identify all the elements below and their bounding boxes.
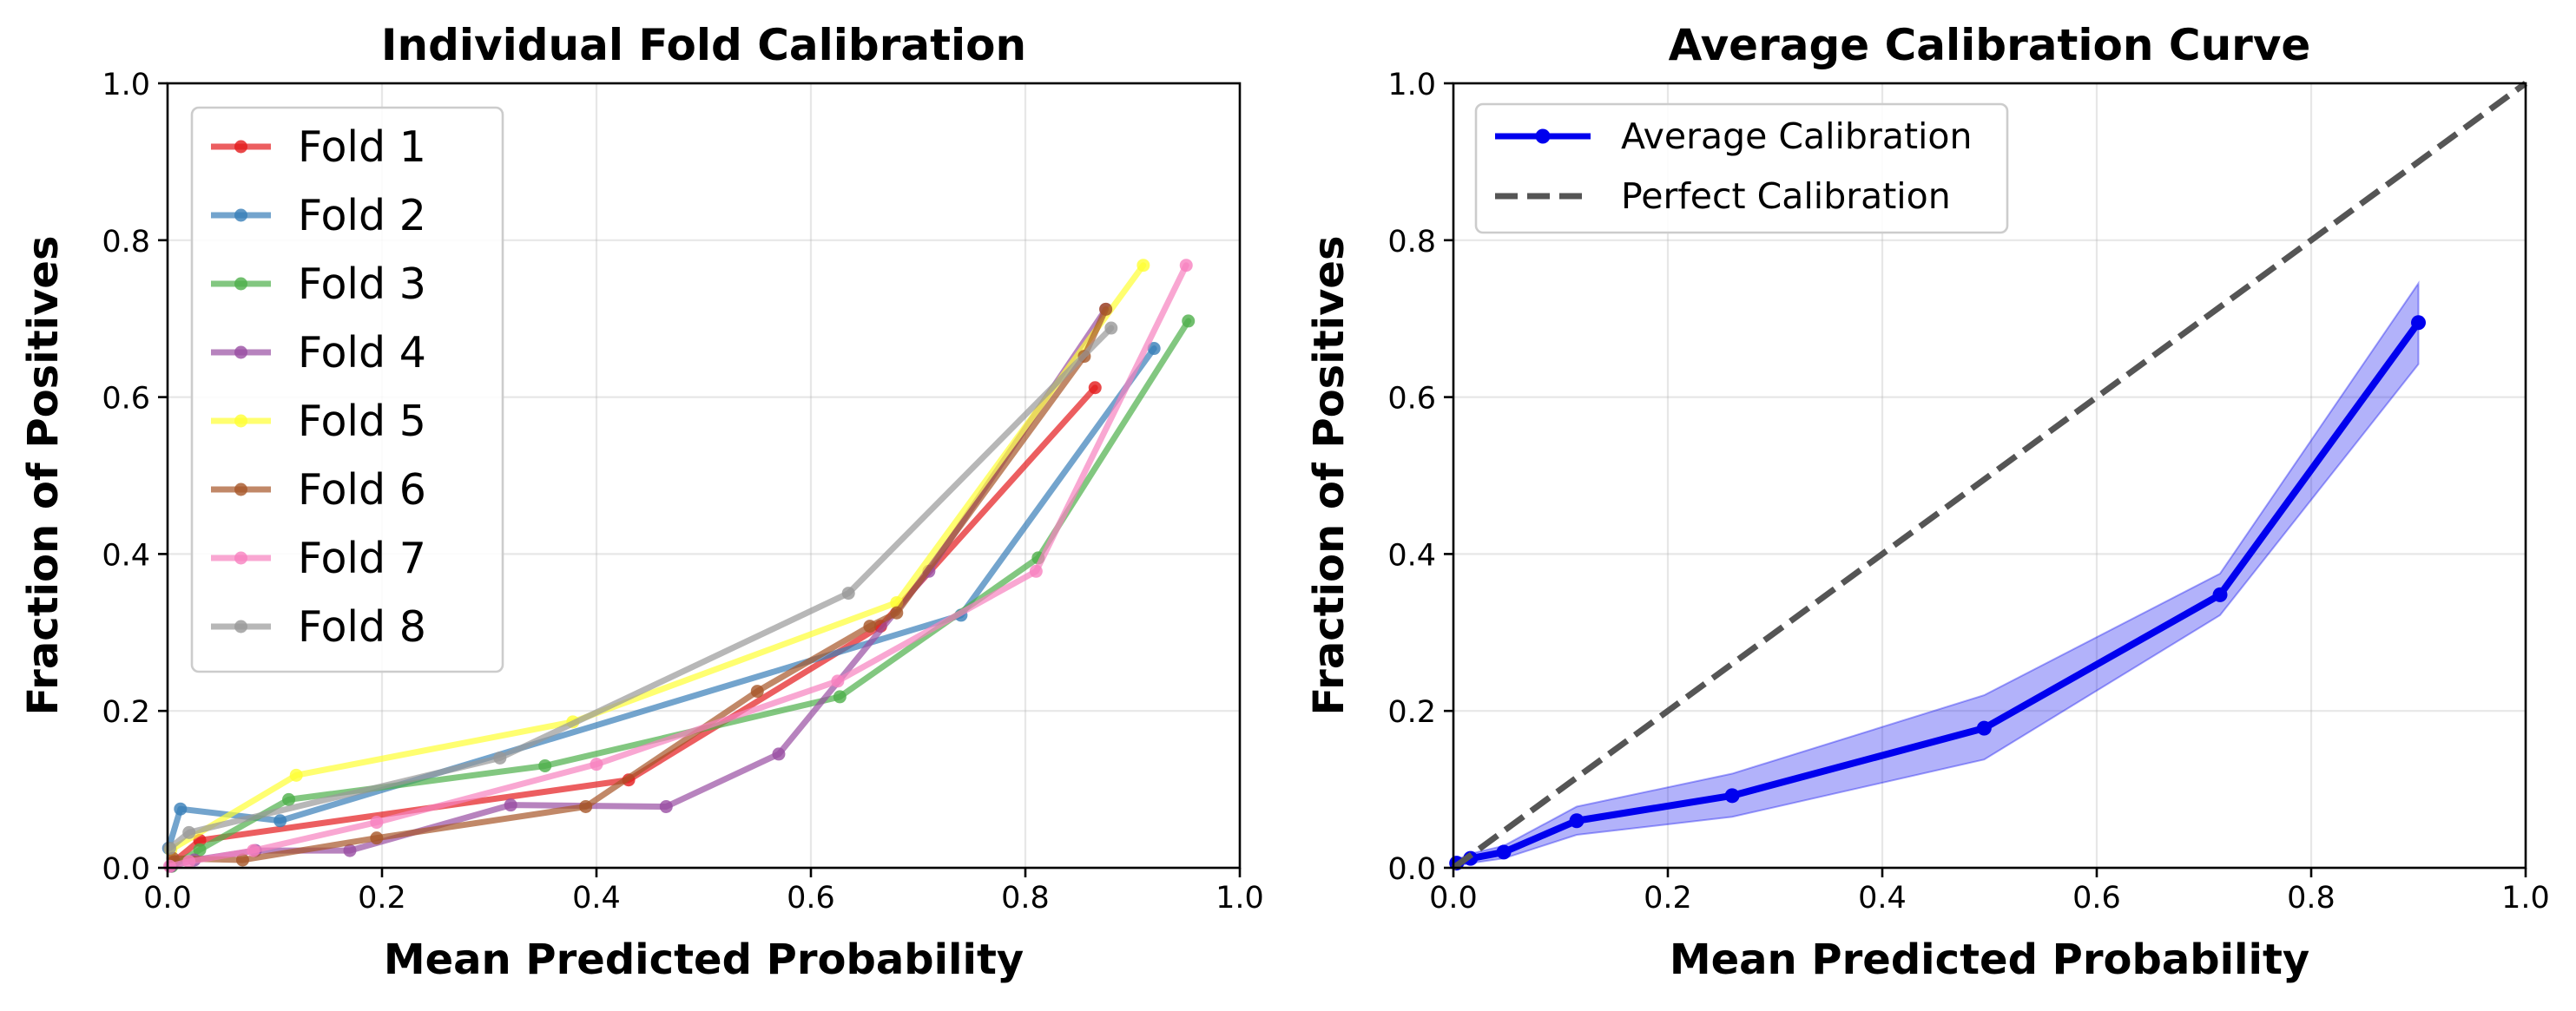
panel2-x-tick-label: 1.0: [2501, 881, 2550, 916]
panel1-y-axis-label: Fraction of Positives: [19, 235, 68, 715]
panel1-data-point-fold-7: [370, 816, 384, 830]
panel1-legend-marker-fold-2: [234, 208, 247, 222]
panel1-data-point-fold-8: [841, 587, 855, 601]
panel1-data-point-fold-7: [182, 855, 196, 869]
panel1-data-point-fold-6: [579, 799, 593, 813]
panel2-y-tick-label: 0.2: [1387, 695, 1436, 730]
panel1-legend-marker-fold-7: [234, 551, 247, 565]
panel2-data-point-average-calibration: [1724, 788, 1740, 804]
panel1-legend-marker-fold-3: [234, 277, 247, 291]
panel1-legend-label-fold-3: Fold 3: [298, 259, 426, 309]
panel1-data-point-fold-8: [182, 825, 196, 839]
panel1-data-point-fold-3: [193, 843, 207, 857]
panel1-data-point-fold-4: [659, 799, 673, 813]
panel1-data-point-fold-8: [493, 751, 507, 765]
panel1-legend-label-fold-7: Fold 7: [298, 534, 426, 583]
panel2-legend-label-perfect-calibration: Perfect Calibration: [1621, 175, 1951, 217]
panel1-data-point-fold-4: [343, 844, 357, 857]
panel1-legend-marker-fold-5: [234, 414, 247, 428]
panel2-title: Average Calibration Curve: [1669, 20, 2311, 70]
panel1-legend-marker-fold-8: [234, 620, 247, 634]
panel1-data-point-fold-2: [273, 814, 287, 828]
panel2-x-tick-label: 0.6: [2072, 881, 2121, 916]
panel2-x-tick-label: 0.8: [2287, 881, 2336, 916]
panel2-x-tick-label: 0.2: [1644, 881, 1692, 916]
panel1-data-point-fold-5: [289, 768, 303, 782]
panel1-data-point-fold-7: [247, 844, 260, 857]
panel1-x-tick-label: 0.4: [572, 881, 621, 916]
panel1-data-point-fold-6: [750, 685, 764, 699]
panel2-y-tick-label: 0.4: [1387, 538, 1436, 573]
panel1-y-tick-label: 0.0: [102, 852, 150, 887]
panel1-legend: [190, 106, 504, 673]
panel1-data-point-fold-3: [282, 792, 296, 806]
panel2-y-tick-label: 0.8: [1387, 225, 1436, 259]
panel1-legend-marker-fold-1: [234, 140, 247, 154]
panel1-data-point-fold-3: [538, 758, 552, 772]
panel1-y-tick-label: 0.2: [102, 695, 150, 730]
panel2-series-line-perfect-calibration: [1451, 81, 2528, 870]
panel2-y-tick-label: 0.0: [1387, 852, 1436, 887]
panel1-x-tick-label: 0.2: [358, 881, 406, 916]
panel2-x-tick-label: 0.4: [1858, 881, 1907, 916]
panel1-data-point-fold-6: [370, 831, 384, 845]
panel1-data-point-fold-8: [1104, 321, 1118, 335]
panel2-y-tick-label: 1.0: [1387, 68, 1436, 102]
panel2-confidence-band: [1455, 280, 2420, 868]
panel1-legend-label-fold-5: Fold 5: [298, 397, 426, 446]
panel1-data-point-fold-3: [1182, 314, 1196, 328]
panel1-data-point-fold-2: [1147, 342, 1161, 356]
panel1-legend-marker-fold-6: [234, 483, 247, 496]
panel1-data-point-fold-6: [863, 620, 877, 634]
panel1-data-point-fold-7: [590, 758, 603, 771]
panel1-data-point-fold-3: [833, 690, 847, 704]
panel1-data-point-fold-8: [162, 841, 176, 855]
panel1-data-point-fold-5: [1136, 259, 1150, 272]
panel2-x-axis-label: Mean Predicted Probability: [1670, 936, 2309, 984]
panel2-series-line-average-calibration: [1453, 318, 2422, 867]
panel1-x-tick-label: 1.0: [1216, 881, 1264, 916]
panel2-data-point-average-calibration: [1976, 720, 1992, 736]
panel1-data-point-fold-7: [1029, 564, 1043, 578]
panel1-data-point-fold-6: [235, 853, 249, 867]
panel2-legend-label-average-calibration: Average Calibration: [1621, 115, 1972, 157]
panel1-data-point-fold-4: [504, 798, 517, 812]
panel1-x-axis-label: Mean Predicted Probability: [384, 936, 1024, 984]
panel1-y-tick-label: 0.4: [102, 538, 150, 573]
panel1-axes-frame: [166, 82, 1242, 870]
panel2-y-axis-label: Fraction of Positives: [1305, 235, 1354, 715]
panel2-x-tick-label: 0.0: [1429, 881, 1478, 916]
panel1-data-point-fold-7: [162, 859, 176, 873]
panel1-data-point-fold-4: [772, 747, 786, 761]
panel2-data-point-average-calibration: [2212, 587, 2228, 602]
panel2-legend: [1474, 102, 2009, 234]
panel2-data-point-average-calibration: [2411, 315, 2426, 331]
panel1-data-point-fold-7: [1179, 259, 1193, 272]
panel1-data-point-fold-2: [174, 802, 188, 816]
panel1-legend-marker-fold-4: [234, 345, 247, 359]
panel1-x-tick-label: 0.6: [787, 881, 835, 916]
panel2-data-point-average-calibration: [1496, 844, 1512, 860]
panel1-y-tick-label: 1.0: [102, 68, 150, 102]
panel1-y-tick-label: 0.8: [102, 225, 150, 259]
panel1-data-point-fold-6: [890, 606, 904, 620]
panel1-title: Individual Fold Calibration: [381, 20, 1026, 70]
panel1-series-line-fold-7: [166, 262, 1189, 870]
panel1-legend-label-fold-8: Fold 8: [298, 602, 426, 652]
panel2-data-point-average-calibration: [1569, 813, 1584, 829]
panel1-x-tick-label: 0.8: [1001, 881, 1050, 916]
panel1-x-tick-label: 0.0: [143, 881, 192, 916]
panel2-legend-marker-average-calibration: [1535, 128, 1551, 144]
panel2-axes-frame: [1452, 82, 2527, 870]
panel1-legend-label-fold-6: Fold 6: [298, 465, 426, 515]
panel1-data-point-fold-7: [831, 674, 845, 688]
panel1-y-tick-label: 0.6: [102, 382, 150, 417]
panel1-legend-label-fold-1: Fold 1: [298, 122, 426, 172]
panel1-legend-label-fold-4: Fold 4: [298, 328, 426, 377]
panel1-data-point-fold-1: [1088, 381, 1102, 395]
panel1-legend-label-fold-2: Fold 2: [298, 191, 426, 240]
panel2-y-tick-label: 0.6: [1387, 382, 1436, 417]
panel1-data-point-fold-6: [1099, 302, 1113, 316]
